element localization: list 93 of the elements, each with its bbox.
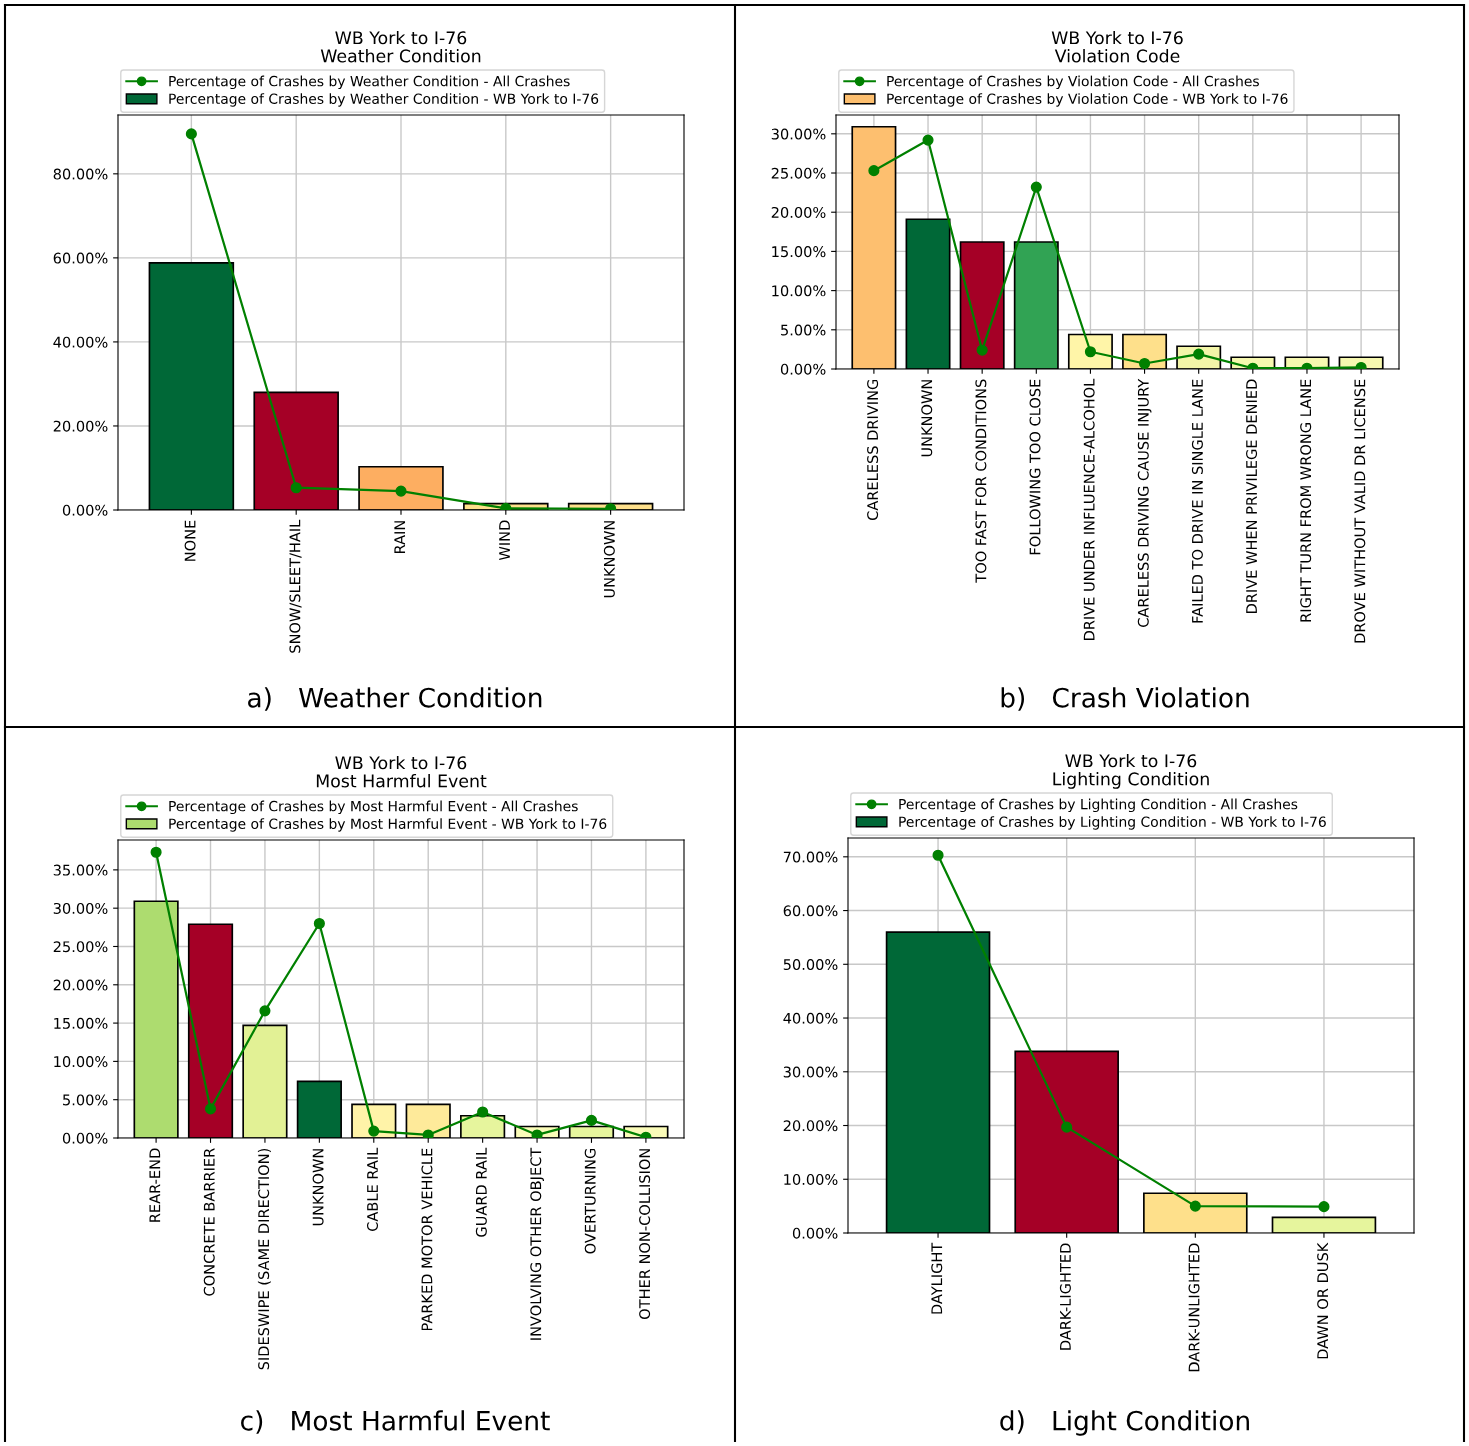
legend-label: Percentage of Crashes by Violation Code - WB York to I-76 — [887, 93, 1288, 107]
x-tick-label: UNKNOWN — [312, 1149, 324, 1226]
y-tick-label: 20.00% — [53, 420, 108, 432]
point — [477, 1106, 489, 1118]
y-tick-label: 10.00% — [772, 285, 826, 297]
y-tick-label: 40.00% — [783, 1012, 838, 1024]
point — [259, 1005, 271, 1017]
x-tick-label: GUARD RAIL — [475, 1147, 487, 1237]
x-tick-label: DARK-UNLIGHTED — [1188, 1243, 1200, 1372]
y-tick-label: 60.00% — [53, 252, 108, 264]
point — [150, 846, 162, 858]
y-tick-label: 0.00% — [62, 1132, 108, 1144]
point — [185, 128, 197, 140]
y-tick-label: 70.00% — [783, 851, 838, 863]
y-tick-label: 35.00% — [53, 864, 108, 876]
chart-title: WB York to I-76 Most Harmful Event — [316, 755, 487, 788]
y-tick-label: 40.00% — [53, 336, 108, 348]
legend-label: Percentage of Crashes by Most Harmful Event - All Crashes — [169, 800, 578, 815]
text: b) Crash Violation — [1001, 687, 1249, 711]
legend-label: Percentage of Crashes by Weather Condition - WB York to I-76 — [169, 93, 599, 107]
x-tick-label: DAYLIGHT — [931, 1242, 943, 1314]
y-tick-label: 15.00% — [54, 1017, 108, 1029]
text: d) Light Condition — [1000, 1410, 1249, 1436]
x-tick-label: DAWN OR DUSK — [1317, 1242, 1329, 1359]
text: c) Most Harmful Event — [241, 1410, 550, 1434]
x-tick-label: DROVE WITHOUT VALID DR LICENSE — [1354, 379, 1366, 643]
legend-label: Percentage of Crashes by Weather Condition - All Crashes — [169, 75, 570, 90]
y-tick-label: 5.00% — [781, 324, 826, 336]
y-tick-label: 25.00% — [53, 941, 108, 953]
point — [290, 482, 302, 494]
x-tick-label: CARELESS DRIVING — [867, 379, 879, 521]
point — [1189, 1200, 1201, 1212]
chart-title: WB York to I-76 Lighting Condition — [1053, 753, 1209, 789]
x-tick-label: SNOW/SLEET/HAIL — [289, 519, 302, 653]
x-tick-label: PARKED MOTOR VEHICLE — [421, 1148, 433, 1331]
x-tick-label: NONE — [184, 520, 196, 561]
y-tick-label: 30.00% — [783, 1066, 838, 1078]
x-tick-label: REAR-END — [149, 1148, 161, 1222]
point — [585, 1114, 598, 1126]
x-tick-label: CONCRETE BARRIER — [203, 1148, 215, 1296]
y-tick-label: 50.00% — [783, 959, 838, 971]
point — [868, 165, 880, 177]
x-tick-label: TOO FAST FOR CONDITIONS — [975, 379, 987, 583]
point — [976, 344, 988, 356]
chart-title: WB York to I-76 Weather Condition — [320, 30, 481, 63]
x-tick-label: CABLE RAIL — [366, 1147, 379, 1231]
y-tick-label: 0.00% — [780, 363, 826, 375]
y-tick-label: 0.00% — [62, 504, 108, 516]
point — [368, 1125, 380, 1137]
y-tick-label: 25.00% — [771, 167, 826, 179]
y-tick-label: 15.00% — [772, 246, 826, 258]
point — [932, 849, 944, 861]
y-tick-label: 0.00% — [792, 1227, 838, 1239]
legend-label: Percentage of Crashes by Violation Code - All Crashes — [887, 75, 1259, 90]
x-tick-label: RAIN — [394, 521, 406, 554]
x-tick-label: DRIVE UNDER INFLUENCE-ALCOHOL — [1083, 378, 1095, 641]
legend-label: Percentage of Crashes by Most Harmful Event - WB York to I-76 — [169, 818, 607, 832]
legend-label: Percentage of Crashes by Lighting Condition - WB York to I-76 — [899, 816, 1326, 830]
point — [1139, 357, 1151, 369]
y-tick-label: 60.00% — [783, 905, 838, 917]
x-tick-label: DARK-LIGHTED — [1059, 1243, 1071, 1350]
point — [395, 485, 407, 497]
x-tick-label: SIDESWIPE (SAME DIRECTION) — [257, 1148, 271, 1370]
y-tick-label: 30.00% — [771, 128, 826, 140]
point — [1030, 181, 1042, 193]
x-tick-label: OTHER NON-COLLISION — [639, 1149, 651, 1319]
x-tick-label: INVOLVING OTHER OBJECT — [530, 1147, 544, 1340]
point — [1061, 1121, 1073, 1133]
point — [1318, 1201, 1330, 1213]
point — [313, 917, 325, 930]
legend-label: Percentage of Crashes by Lighting Condition - All Crashes — [899, 798, 1298, 813]
x-tick-label: CARELESS DRIVING CAUSE INJURY — [1137, 378, 1152, 627]
y-tick-label: 20.00% — [771, 206, 826, 218]
y-tick-label: 30.00% — [53, 902, 108, 914]
chart-title: WB York to I-76 Violation Code — [1051, 30, 1183, 63]
x-tick-label: FAILED TO DRIVE IN SINGLE LANE — [1191, 379, 1203, 623]
x-tick-label: DRIVE WHEN PRIVILEGE DENIED — [1246, 379, 1258, 614]
y-tick-label: 20.00% — [783, 1120, 838, 1132]
point — [204, 1103, 217, 1115]
y-tick-label: 10.00% — [784, 1173, 838, 1186]
y-tick-label: 5.00% — [63, 1094, 108, 1106]
point — [922, 134, 934, 146]
y-tick-label: 80.00% — [53, 168, 108, 180]
y-tick-label: 20.00% — [53, 979, 108, 991]
text: a) Weather Condition — [248, 687, 542, 711]
x-tick-label: OVERTURNING — [584, 1148, 596, 1254]
x-tick-label: UNKNOWN — [921, 380, 933, 457]
x-tick-label: FOLLOWING TOO CLOSE — [1029, 379, 1041, 555]
x-tick-label: UNKNOWN — [603, 521, 615, 598]
x-tick-label: WIND — [499, 520, 510, 561]
point — [422, 1129, 434, 1138]
y-tick-label: 10.00% — [54, 1056, 108, 1068]
x-tick-label: RIGHT TURN FROM WRONG LANE — [1300, 379, 1312, 622]
